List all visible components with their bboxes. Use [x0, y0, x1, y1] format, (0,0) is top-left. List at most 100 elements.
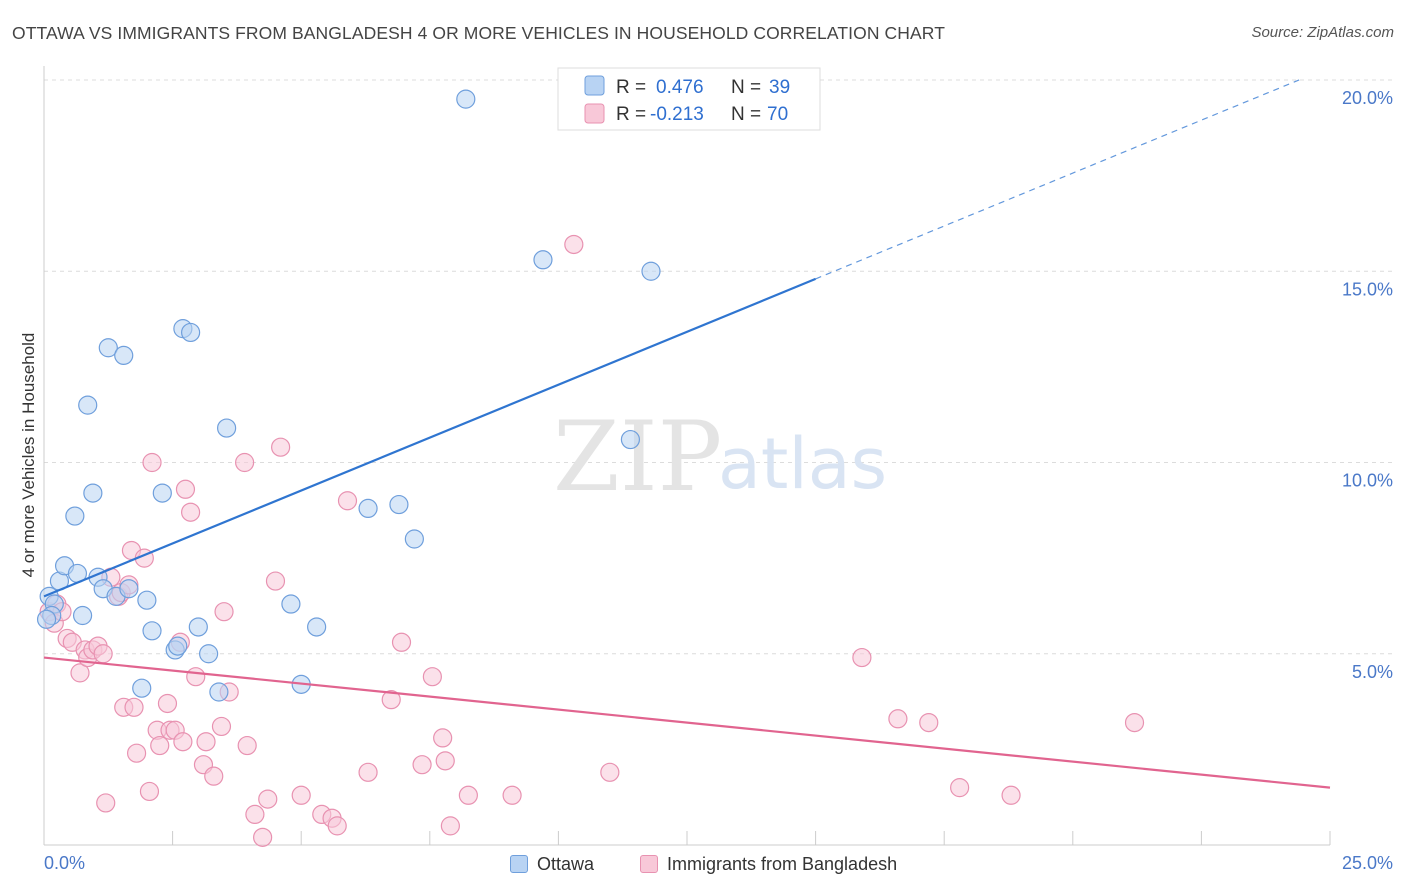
- ottawa-point: [358, 498, 378, 518]
- bangladesh-point: [245, 804, 265, 825]
- bangladesh-point: [458, 785, 478, 805]
- ottawa-point: [181, 322, 201, 343]
- legend-item-bangladesh: Immigrants from Bangladesh: [640, 850, 897, 878]
- ottawa-point: [98, 338, 118, 358]
- bangladesh-point: [186, 667, 206, 687]
- ottawa-point: [152, 483, 172, 503]
- watermark-atlas: atlas: [718, 423, 887, 505]
- ottawa-point: [65, 506, 85, 526]
- ottawa-point: [456, 89, 476, 109]
- legend-swatch-ottawa: [584, 75, 605, 96]
- bangladesh-point: [422, 667, 442, 687]
- ottawa-point: [36, 609, 57, 629]
- bangladesh-point: [237, 735, 257, 756]
- ottawa-trend-line: [43, 277, 817, 598]
- bangladesh-point: [337, 491, 358, 511]
- bangladesh-point: [271, 437, 291, 457]
- ottawa-point: [114, 345, 134, 365]
- bangladesh-point: [564, 234, 584, 255]
- legend-n-label-bangladesh: N =: [731, 104, 761, 125]
- ottawa-point: [209, 682, 229, 702]
- legend-r-value-bangladesh: -0.213: [650, 104, 704, 125]
- legend-swatch-bangladesh-bottom: [640, 855, 658, 873]
- stats-legend: R = 0.476 N = 39 R = -0.213 N = 70: [557, 67, 821, 131]
- legend-n-value-bangladesh: 70: [767, 104, 788, 125]
- chart-source: Source: ZipAtlas.com: [1251, 24, 1394, 41]
- bangladesh-point: [93, 644, 113, 664]
- ottawa-point: [188, 617, 208, 637]
- bangladesh-point: [124, 697, 144, 717]
- ottawa-point: [307, 617, 327, 637]
- bangladesh-point: [173, 732, 193, 752]
- y-axis-title: 4 or more Vehicles in Household: [19, 333, 38, 578]
- bangladesh-point: [235, 452, 255, 473]
- ottawa-point: [404, 529, 424, 549]
- bangladesh-point: [433, 728, 453, 748]
- ottawa-point: [83, 483, 103, 503]
- y-tick-label: 5.0%: [1352, 662, 1393, 682]
- bangladesh-point: [265, 571, 286, 591]
- ottawa-point: [142, 621, 162, 641]
- watermark: ZIP atlas: [553, 401, 887, 513]
- legend-swatch-ottawa-bottom: [510, 855, 528, 873]
- bangladesh-point: [919, 712, 939, 733]
- bangladesh-point: [852, 647, 872, 668]
- bangladesh-point: [258, 789, 278, 809]
- bangladesh-point: [358, 762, 378, 782]
- legend-label-bangladesh: Immigrants from Bangladesh: [667, 853, 898, 874]
- ottawa-point: [389, 494, 409, 515]
- ottawa-point: [620, 429, 641, 450]
- bangladesh-point: [502, 785, 522, 805]
- bangladesh-point: [600, 762, 620, 782]
- ottawa-point: [168, 636, 188, 656]
- bangladesh-point: [391, 632, 412, 652]
- bangladesh-point: [291, 785, 311, 805]
- bangladesh-point: [1001, 785, 1021, 805]
- bangladesh-point: [181, 502, 201, 522]
- bangladesh-point: [96, 793, 116, 813]
- gridlines: [44, 79, 1395, 655]
- legend-label-ottawa: Ottawa: [537, 853, 595, 874]
- bangladesh-point: [253, 827, 273, 847]
- bangladesh-trend-line: [43, 656, 1331, 789]
- x-tick-label: 0.0%: [44, 853, 85, 873]
- ottawa-trend-line-extension: [815, 79, 1300, 280]
- ottawa-point: [533, 250, 553, 270]
- bangladesh-point: [196, 732, 216, 752]
- ottawa-point: [199, 644, 219, 664]
- bangladesh-point: [435, 751, 455, 771]
- bangladesh-point: [412, 755, 432, 775]
- trend-lines: [43, 79, 1331, 789]
- y-tick-label: 20.0%: [1342, 88, 1393, 108]
- bangladesh-point: [126, 743, 147, 763]
- watermark-zip: ZIP: [553, 401, 722, 513]
- x-tick-label: 25.0%: [1342, 853, 1393, 873]
- ottawa-point: [217, 418, 237, 438]
- bangladesh-point: [157, 693, 178, 714]
- ottawa-point: [137, 590, 157, 610]
- bangladesh-point: [1124, 712, 1145, 733]
- data-points: [36, 89, 1145, 847]
- legend-item-ottawa: Ottawa: [510, 850, 594, 878]
- x-tick-labels: 0.0% 25.0%: [44, 853, 1393, 873]
- legend-swatch-bangladesh: [584, 103, 605, 124]
- bangladesh-point: [70, 663, 90, 683]
- chart-title: OTTAWA VS IMMIGRANTS FROM BANGLADESH 4 O…: [12, 23, 945, 43]
- ottawa-point: [72, 605, 93, 626]
- legend-n-label-ottawa: N =: [731, 77, 761, 98]
- y-tick-label: 10.0%: [1342, 471, 1393, 491]
- bangladesh-point: [381, 690, 401, 710]
- bangladesh-point: [950, 778, 970, 798]
- y-tick-labels: 5.0% 10.0% 15.0% 20.0%: [1342, 88, 1393, 682]
- bangladesh-point: [142, 452, 162, 473]
- legend-n-value-ottawa: 39: [769, 77, 790, 98]
- ottawa-point: [132, 678, 152, 698]
- bangladesh-point: [175, 479, 196, 499]
- ottawa-point: [119, 579, 139, 599]
- bangladesh-point: [214, 602, 234, 622]
- bangladesh-point: [204, 766, 224, 786]
- bangladesh-point: [211, 716, 232, 737]
- legend-r-label-bangladesh: R =: [616, 104, 646, 125]
- bangladesh-point: [150, 735, 170, 756]
